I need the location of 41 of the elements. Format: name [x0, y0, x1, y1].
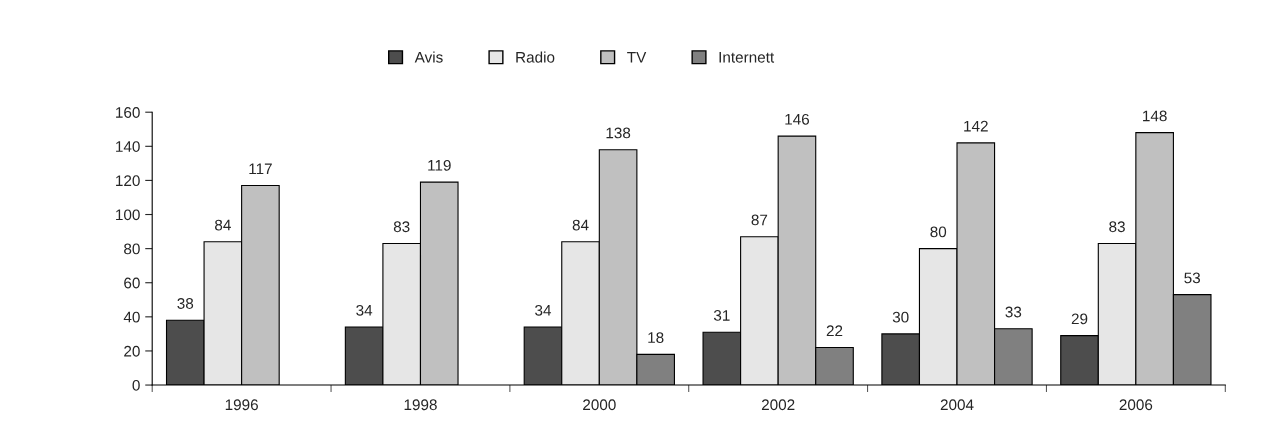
y-tick-label: 140 [116, 141, 140, 152]
data-label: 83 [393, 221, 410, 233]
legend-label: TV [627, 52, 647, 63]
data-label: 33 [1005, 306, 1022, 318]
y-tick-label: 100 [116, 209, 140, 221]
data-label: 83 [1109, 221, 1125, 233]
data-label: 34 [356, 304, 373, 316]
legend-label: Avis [414, 51, 443, 63]
data-label: 142 [964, 120, 988, 132]
data-label: 138 [606, 127, 631, 139]
data-label: 146 [785, 113, 810, 125]
data-label: 38 [177, 298, 194, 309]
data-label: 34 [535, 304, 552, 316]
legend-label: Radio [516, 51, 555, 63]
data-label: 53 [1184, 272, 1201, 284]
data-label: 148 [1143, 110, 1167, 122]
y-tick-label: 60 [124, 277, 140, 289]
x-tick-label: 1998 [404, 399, 437, 411]
data-label: 18 [648, 332, 664, 343]
y-tick-label: 80 [124, 243, 140, 255]
x-tick-label: 2000 [583, 399, 616, 411]
y-tick-label: 40 [123, 311, 140, 323]
y-tick-label: 20 [124, 345, 140, 357]
data-label: 84 [572, 219, 589, 231]
data-label: 22 [826, 325, 843, 337]
x-tick-label: 2002 [761, 399, 795, 411]
y-tick-label: 0 [132, 379, 140, 391]
data-label: 80 [930, 226, 947, 238]
legend-label: Internett [719, 52, 775, 63]
data-label: 117 [249, 163, 272, 175]
data-label: 84 [215, 219, 231, 231]
data-label: 29 [1071, 313, 1088, 325]
x-tick-label: 1996 [225, 399, 258, 411]
data-label: 87 [751, 214, 768, 226]
x-tick-label: 2004 [940, 399, 974, 411]
y-tick-label: 120 [116, 175, 140, 187]
x-tick-label: 2006 [1119, 399, 1153, 411]
data-label: 30 [892, 311, 909, 323]
y-tick-label: 160 [116, 107, 140, 118]
data-label: 119 [428, 159, 451, 171]
data-label: 31 [713, 310, 730, 321]
